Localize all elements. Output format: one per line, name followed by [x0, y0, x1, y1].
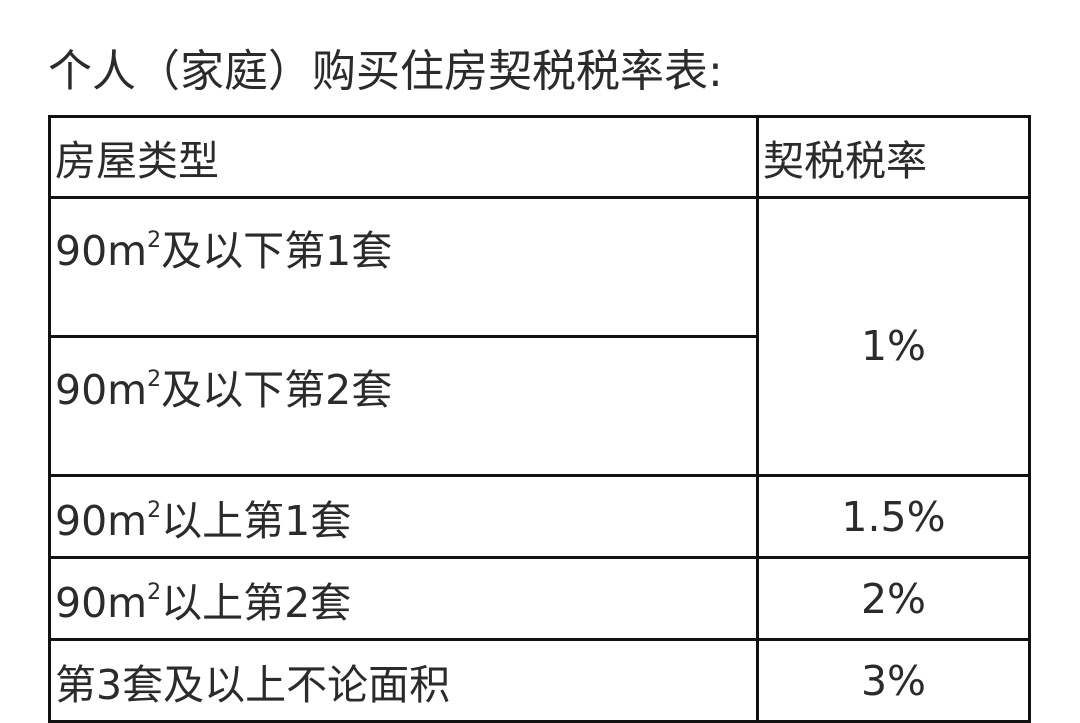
tax-rate-table: 房屋类型 契税税率 90m2及以下第1套 1% 90m2及以下第2套 90m2以…	[48, 115, 1031, 723]
table-row: 第3套及以上不论面积 3%	[48, 638, 1031, 723]
header-tax-rate: 契税税率	[756, 115, 1031, 199]
area: 90m	[55, 227, 148, 275]
superscript: 2	[147, 367, 162, 392]
page-title: 个人（家庭）购买住房契税税率表:	[48, 46, 723, 97]
rate-cell: 1%	[756, 196, 1031, 477]
type: 第3套及以上不论面积	[55, 660, 451, 709]
house-type-cell: 90m2及以下第2套	[48, 335, 759, 477]
header-house-type: 房屋类型	[48, 115, 759, 199]
rate-cell: 2%	[756, 556, 1031, 641]
table-row: 90m2及以下第1套 1%	[48, 196, 1031, 477]
house-type-cell: 90m2以上第2套	[48, 556, 759, 641]
house-type-cell: 90m2及以下第1套	[48, 196, 759, 338]
house-type-cell: 第3套及以上不论面积	[48, 638, 759, 723]
superscript: 2	[147, 497, 162, 523]
area: 90m	[55, 366, 148, 414]
house-type-cell: 90m2以上第1套	[48, 474, 759, 559]
area: 90m	[55, 496, 148, 545]
area: 90m	[55, 578, 148, 627]
type: 及以下第1套	[161, 227, 393, 275]
type: 以上第2套	[161, 578, 352, 627]
table-row: 90m2以上第1套 1.5%	[48, 474, 1031, 559]
superscript: 2	[147, 228, 162, 253]
table-row: 90m2以上第2套 2%	[48, 556, 1031, 641]
table-row: 90m2及以下第2套	[48, 335, 1030, 477]
rate-cell: 1.5%	[756, 474, 1031, 559]
type: 及以下第2套	[161, 366, 393, 414]
table-header-row: 房屋类型 契税税率	[48, 115, 1031, 199]
type: 以上第1套	[161, 496, 352, 545]
rate-cell: 3%	[756, 638, 1031, 723]
superscript: 2	[147, 579, 162, 605]
